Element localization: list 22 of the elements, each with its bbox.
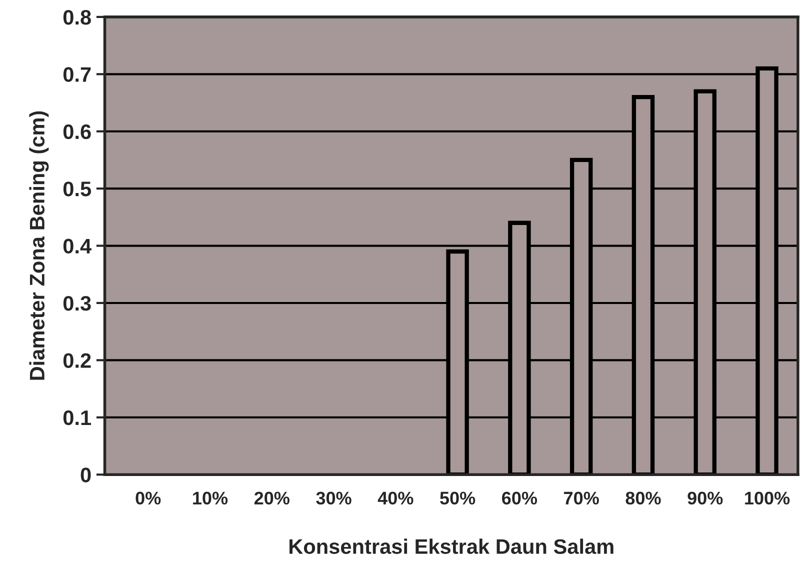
y-axis-title: Diameter Zona Bening (cm) xyxy=(29,111,49,380)
y-tick-label: 0.2 xyxy=(63,353,91,368)
y-tick-label: 0.7 xyxy=(63,67,91,82)
y-tick-label: 0.6 xyxy=(63,124,91,140)
x-tick-label: 20% xyxy=(254,492,290,505)
y-tick-label: 0.5 xyxy=(63,182,92,196)
x-tick-label: 50% xyxy=(440,492,476,505)
x-tick-label: 70% xyxy=(564,492,599,505)
y-tick-label: 0.3 xyxy=(63,296,91,311)
x-tick-label: 10% xyxy=(193,492,228,505)
x-tick-label: 90% xyxy=(688,492,723,505)
x-tick-label: 30% xyxy=(316,492,352,505)
x-tick-label: 40% xyxy=(378,492,414,505)
x-axis-title: Konsentrasi Ekstrak Daun Salam xyxy=(290,538,614,554)
x-tick-label: 80% xyxy=(626,492,661,505)
y-tick-label: 0.1 xyxy=(63,410,92,426)
x-tick-label: 100% xyxy=(745,492,790,505)
y-tick-label: 0 xyxy=(80,468,91,482)
y-tick-label: 0.8 xyxy=(63,10,91,25)
x-tick-label: 60% xyxy=(502,492,538,505)
x-tick-label: 0% xyxy=(136,492,161,505)
y-tick-label: 0.4 xyxy=(63,238,92,254)
